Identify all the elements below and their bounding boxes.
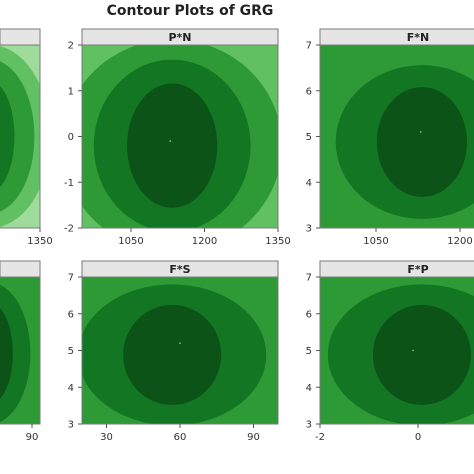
x-tick-label: 30: [100, 432, 113, 443]
contour-panel-4: 90: [0, 260, 41, 443]
x-tick-label: 60: [174, 432, 187, 443]
contour-field: [320, 277, 474, 424]
panel-header: [319, 28, 474, 46]
contour-band-4: [127, 83, 218, 208]
panel-title: F*N: [407, 31, 429, 44]
x-tick-label: 1350: [265, 236, 290, 247]
contour-panel-2: P*N 1050 1200 1350 -2 -1 0 1 2: [64, 28, 291, 247]
contour-field: [0, 277, 40, 424]
y-tick-label: 5: [306, 346, 312, 357]
y-tick-label: 6: [306, 309, 312, 320]
contour-field: [0, 45, 40, 228]
y-tick-label: 4: [306, 383, 312, 394]
contour-panel-3: F*N 1050 1200 3 4 5 6 7: [306, 28, 474, 247]
figure-title: Contour Plots of GRG: [107, 3, 274, 19]
y-tick-label: 0: [68, 132, 74, 143]
optimum-point: [412, 349, 414, 352]
y-tick-label: 5: [306, 132, 312, 143]
y-tick-label: 3: [306, 420, 312, 431]
contour-band-3: [0, 61, 35, 212]
optimum-point: [169, 140, 172, 142]
optimum-point: [419, 131, 422, 133]
contour-panel-6: F*P -2 0 3 4 5 6 7: [306, 260, 474, 443]
y-tick-label: 5: [68, 346, 74, 357]
y-tick-label: 6: [68, 309, 74, 320]
x-tick-label: 1200: [192, 236, 217, 247]
contour-panel-1: 1350: [0, 28, 53, 247]
x-tick-label: 1350: [27, 236, 52, 247]
contour-band-4: [0, 86, 15, 187]
x-tick-label: 90: [247, 432, 260, 443]
x-tick-label: 90: [26, 432, 39, 443]
panels: 1350 P*N 1050 1200 1350 -2 -1 0 1 2 F*N 1050 1200 3 4 5…: [0, 28, 474, 443]
panel-title: F*P: [407, 263, 428, 276]
panel-header: [319, 260, 474, 278]
y-tick-label: 6: [306, 86, 312, 97]
y-tick-label: 4: [68, 383, 74, 394]
contour-band-3: [372, 304, 471, 405]
panel-header: [0, 28, 41, 46]
x-tick-label: 1200: [447, 236, 472, 247]
contour-band-2: [0, 284, 31, 422]
y-tick-label: 3: [306, 224, 312, 235]
x-tick-label: 1050: [118, 236, 143, 247]
y-tick-label: -1: [64, 178, 74, 189]
contour-band-3: [376, 87, 468, 197]
y-tick-label: 2: [68, 41, 74, 52]
panel-header: [0, 260, 41, 278]
plot-frame: [0, 44, 41, 229]
y-tick-label: 7: [306, 41, 312, 52]
x-tick-label: 0: [415, 432, 421, 443]
panel-title: F*S: [169, 263, 190, 276]
y-tick-label: 4: [306, 178, 312, 189]
contour-band-3: [0, 308, 13, 399]
contour-panel-5: F*S 30 60 90 3 4 5 6 7: [68, 260, 279, 443]
x-tick-label: -2: [315, 432, 325, 443]
optimum-point: [179, 342, 181, 345]
y-tick-label: 1: [68, 86, 74, 97]
plot-frame: [0, 276, 41, 425]
contour-field: [82, 277, 278, 424]
y-tick-label: 7: [68, 273, 74, 284]
x-tick-label: 1050: [363, 236, 388, 247]
y-tick-label: 3: [68, 420, 74, 431]
contour-field: [320, 45, 474, 228]
panel-title: P*N: [168, 31, 191, 44]
contour-field: [82, 45, 278, 228]
y-tick-label: 7: [306, 273, 312, 284]
panel-header: [81, 260, 279, 278]
panel-header: [81, 28, 279, 46]
contour-band-3: [123, 304, 222, 405]
y-tick-label: -2: [64, 224, 74, 235]
